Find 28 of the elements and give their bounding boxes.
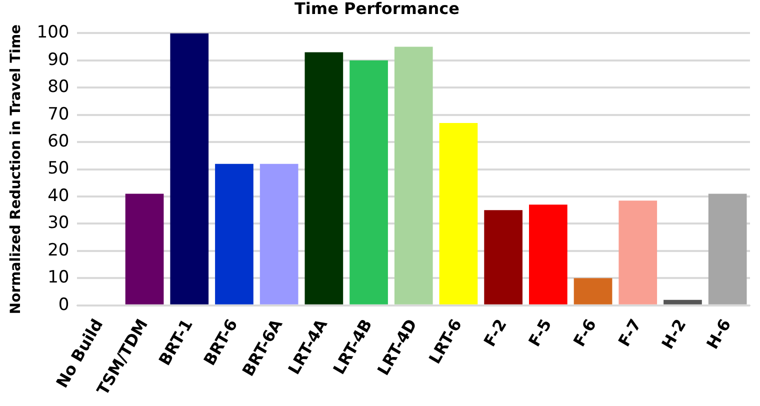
bar — [664, 300, 702, 304]
bar — [215, 164, 254, 304]
bar — [439, 123, 478, 304]
bar — [260, 164, 298, 304]
y-tick-label: 10 — [48, 268, 70, 288]
bar — [618, 200, 658, 304]
y-tick-label: 40 — [48, 186, 70, 206]
y-axis-title: Normalized Reduction in Travel Time — [8, 24, 24, 314]
y-tick-label: 20 — [48, 240, 70, 260]
bar — [304, 52, 344, 304]
y-tick-label: 60 — [48, 131, 70, 152]
y-tick-label: 70 — [48, 104, 70, 124]
bar — [708, 194, 747, 304]
chart-title: Time Performance — [294, 0, 460, 18]
bar — [170, 33, 209, 304]
bar — [484, 210, 522, 304]
y-tick-label: 50 — [48, 158, 70, 179]
bar — [125, 194, 164, 304]
bar — [529, 204, 568, 304]
y-tick-label: 80 — [48, 77, 70, 98]
x-tick-label: F-2 — [480, 316, 510, 350]
bar — [350, 60, 388, 304]
bar — [394, 46, 433, 304]
y-tick-label: 100 — [36, 22, 70, 43]
bar — [574, 278, 612, 304]
y-tick-label: 30 — [48, 213, 70, 234]
y-tick-label: 0 — [58, 294, 70, 315]
y-tick-label: 90 — [48, 50, 70, 70]
